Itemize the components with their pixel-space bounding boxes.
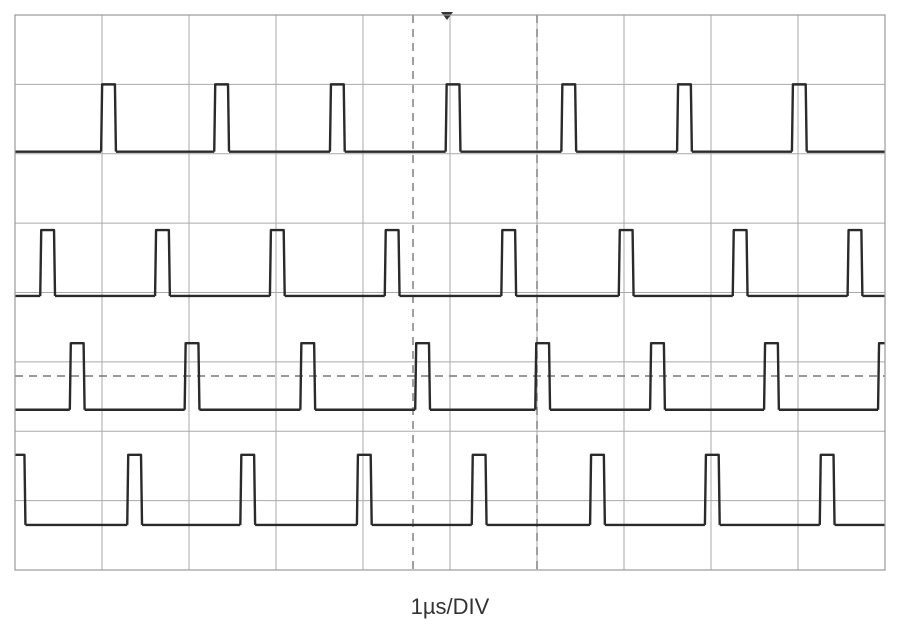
traces	[15, 83, 885, 527]
pulse	[617, 228, 635, 296]
pulse	[703, 453, 721, 525]
pulse	[876, 341, 885, 410]
pulse	[39, 228, 57, 296]
frame	[14, 14, 886, 571]
pulse	[213, 83, 231, 152]
pulse	[731, 228, 749, 296]
pulse	[239, 453, 257, 525]
pulse	[846, 228, 864, 296]
grid	[14, 14, 886, 571]
pulse	[126, 453, 144, 525]
pulse	[818, 453, 836, 525]
pulse	[414, 341, 432, 410]
pulse	[15, 453, 27, 525]
pulse	[153, 228, 172, 296]
pulse	[355, 453, 373, 525]
pulse	[534, 341, 552, 410]
pulse	[383, 228, 401, 296]
pulse	[588, 453, 607, 525]
pulse	[99, 83, 118, 152]
trigger-marker	[441, 12, 453, 20]
pulse	[560, 83, 578, 152]
pulse	[444, 83, 462, 152]
pulse	[762, 341, 781, 410]
pulse	[299, 341, 317, 410]
pulse	[183, 341, 201, 410]
x-axis-label: 1µs/DIV	[411, 594, 490, 619]
pulse	[470, 453, 488, 525]
pulse	[68, 341, 86, 410]
pulse	[790, 83, 808, 152]
pulse	[268, 228, 286, 296]
pulse	[648, 341, 667, 410]
pulse	[675, 83, 694, 152]
pulse	[500, 228, 518, 296]
pulse	[328, 83, 346, 152]
